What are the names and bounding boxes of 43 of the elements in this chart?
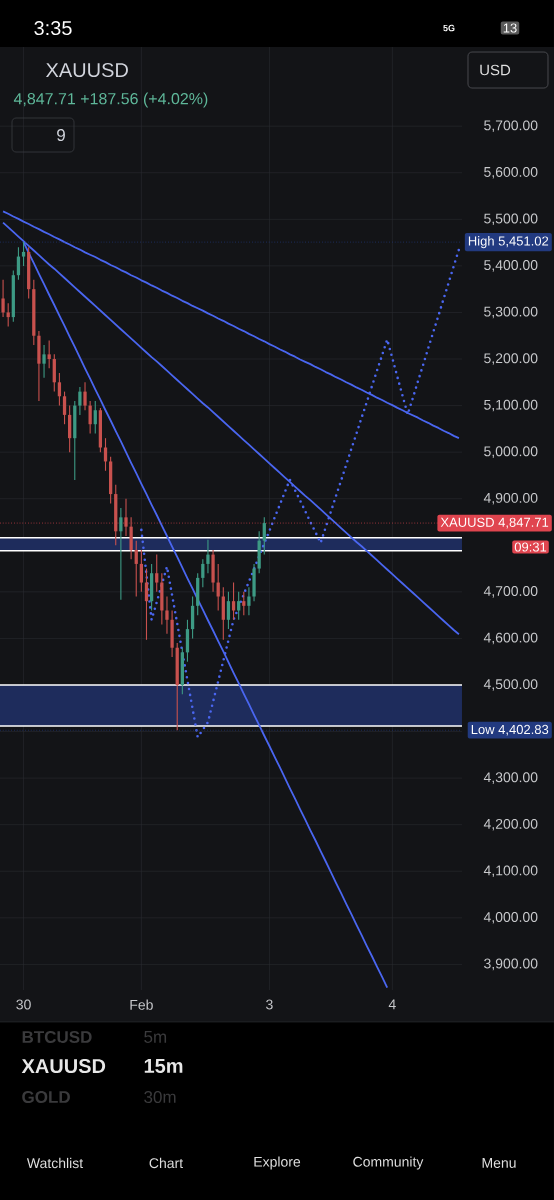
ref-line-label: High 5,451.02 xyxy=(468,236,549,249)
y-tick-label: 5,500.00 xyxy=(484,213,538,226)
y-tick-label: 5,300.00 xyxy=(484,306,538,319)
y-tick-label: 4,600.00 xyxy=(483,632,538,645)
text: BTCUSD xyxy=(22,1030,92,1044)
x-tick-label: Feb xyxy=(130,999,153,1010)
text: Chart xyxy=(149,1157,184,1169)
text: USD xyxy=(480,64,511,76)
text: GOLD xyxy=(22,1090,70,1104)
y-tick-label: 4,300.00 xyxy=(483,772,538,784)
text: Community xyxy=(353,1156,424,1170)
text: 30m xyxy=(144,1090,176,1104)
y-tick-label: 5,400.00 xyxy=(484,260,538,272)
x-tick-label: 30 xyxy=(16,999,31,1010)
ref-line-label: XAUUSD 4,847.71 xyxy=(440,517,549,529)
y-tick-label: 4,100.00 xyxy=(483,865,538,878)
text: XAUUSD xyxy=(45,62,128,78)
y-tick-label: 4,900.00 xyxy=(483,492,538,505)
x-tick-label: 4 xyxy=(388,999,396,1010)
text: 09:31 xyxy=(514,542,547,552)
y-tick-label: 5,600.00 xyxy=(484,166,538,179)
x-tick-label: 3 xyxy=(266,999,273,1010)
text: Watchlist xyxy=(26,1157,84,1169)
y-tick-label: 4,200.00 xyxy=(483,818,538,831)
text: 4,847.71 +187.56 (+4.02%) xyxy=(13,92,208,108)
y-tick-label: 5,100.00 xyxy=(484,399,538,412)
text: 15m xyxy=(144,1059,183,1073)
y-tick-label: 5,200.00 xyxy=(484,353,538,365)
y-tick-label: 4,000.00 xyxy=(483,912,538,924)
y-tick-label: 5,000.00 xyxy=(484,446,538,458)
text: Explore xyxy=(254,1156,301,1170)
annotation: 9 xyxy=(57,129,65,142)
text: 5G xyxy=(443,24,455,32)
text: XAUUSD xyxy=(21,1058,106,1074)
text: 5m xyxy=(144,1031,167,1043)
y-tick-label: 5,700.00 xyxy=(484,120,538,132)
text: 3:35 xyxy=(34,20,72,36)
y-tick-label: 3,900.00 xyxy=(484,958,538,971)
y-tick-label: 4,700.00 xyxy=(483,586,538,598)
text: Menu xyxy=(482,1158,516,1168)
ref-line-label: Low 4,402.83 xyxy=(471,724,549,736)
y-tick-label: 4,500.00 xyxy=(483,679,538,691)
text: 13 xyxy=(503,23,517,33)
